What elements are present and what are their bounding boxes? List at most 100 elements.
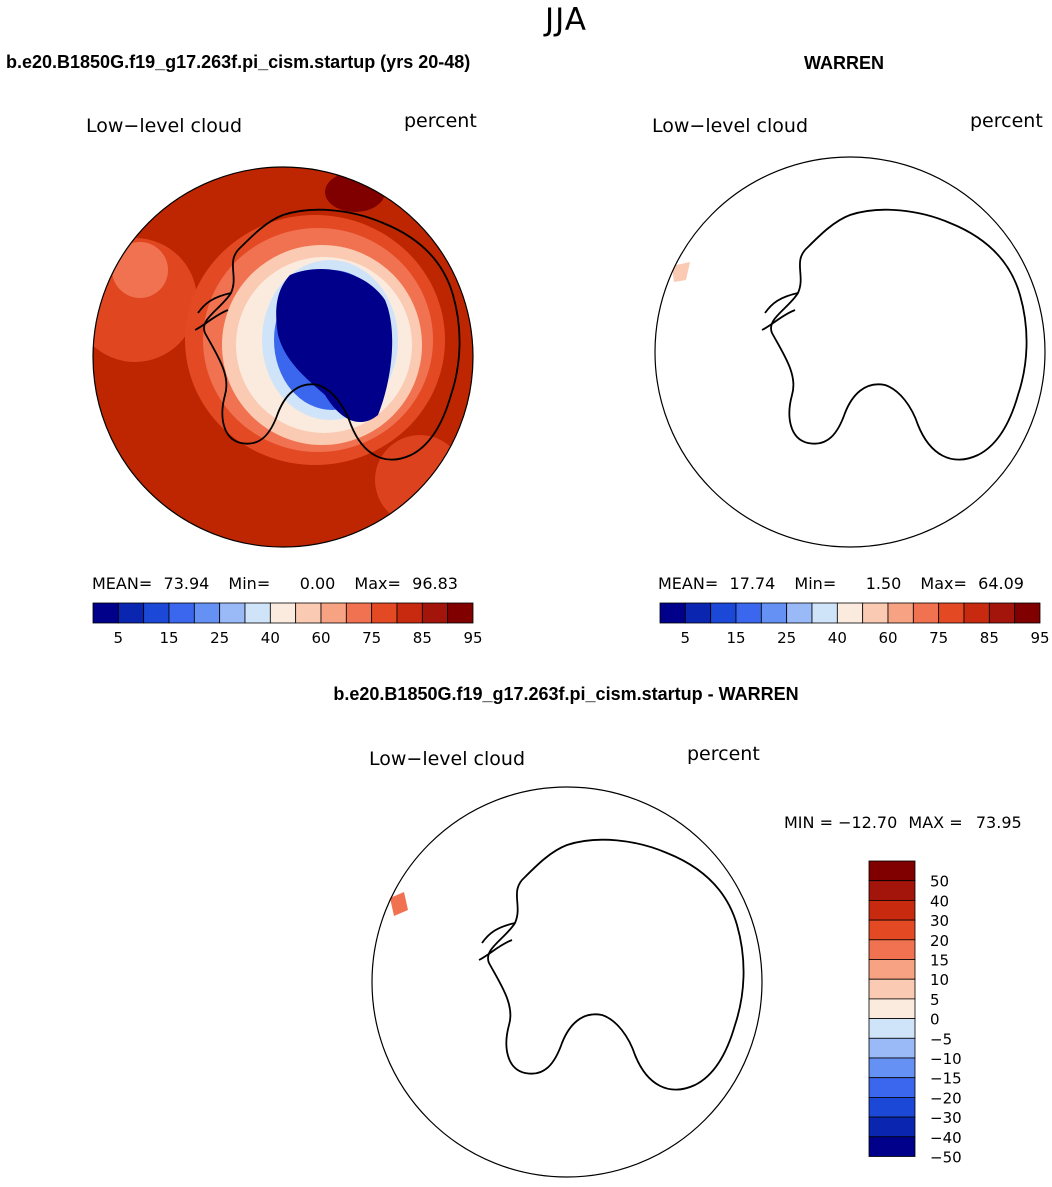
case-min-label: Min= bbox=[228, 574, 271, 593]
diff-colorbar-tick-label: −20 bbox=[930, 1089, 962, 1107]
diff-map bbox=[371, 786, 763, 1178]
diff-colorbar-box-3 bbox=[868, 919, 916, 941]
case-min-value: 0.00 bbox=[299, 574, 336, 593]
case-colorbar-box-9 bbox=[320, 602, 347, 624]
obs-min-value: 1.50 bbox=[865, 574, 902, 593]
case-colorbar-box-1 bbox=[117, 602, 145, 624]
diff-max-value: 73.95 bbox=[975, 813, 1022, 832]
obs-colorbar-box-12 bbox=[963, 602, 990, 624]
diff-colorbar-box-14 bbox=[868, 1136, 916, 1157]
obs-panel-title: WARREN bbox=[804, 53, 884, 73]
obs-max-label: Max= bbox=[920, 574, 967, 593]
diff-colorbar-box-5 bbox=[868, 959, 916, 980]
obs-min-label: Min= bbox=[794, 574, 837, 593]
obs-coastline bbox=[770, 208, 1028, 461]
obs-field-label: Low−level cloud bbox=[652, 115, 809, 137]
case-colorbar-box-10 bbox=[345, 602, 373, 624]
obs-colorbar-box-4 bbox=[760, 602, 788, 624]
case-colorbar-box-6 bbox=[244, 602, 271, 624]
case-mean-label: MEAN= bbox=[92, 574, 153, 593]
case-colorbar-box-8 bbox=[295, 602, 322, 624]
obs-field-patch bbox=[672, 262, 690, 282]
obs-colorbar-box-3 bbox=[735, 602, 762, 624]
diff-colorbar-box-6 bbox=[868, 978, 916, 1000]
case-colorbar: 5 15 25 40 60 75 85 95 bbox=[92, 602, 483, 647]
obs-colorbar-box-8 bbox=[862, 602, 889, 624]
diff-colorbar-box-11 bbox=[868, 1077, 916, 1098]
case-colorbar-box-12 bbox=[396, 602, 423, 624]
obs-max-value: 64.09 bbox=[978, 574, 1024, 593]
obs-colorbar-box-9 bbox=[887, 602, 914, 624]
obs-colorbar-tick-label: 15 bbox=[726, 629, 745, 647]
obs-colorbar-box-6 bbox=[811, 602, 838, 624]
diff-colorbar-box-13 bbox=[868, 1116, 916, 1138]
case-field-plateau bbox=[276, 268, 393, 423]
case-stats: MEAN= 73.94 Min= 0.00 Max= 96.83 bbox=[92, 574, 458, 593]
case-colorbar-box-7 bbox=[269, 602, 297, 624]
diff-colorbar-tick-label: −5 bbox=[930, 1030, 952, 1048]
obs-colorbar-tick-label: 85 bbox=[980, 629, 999, 647]
obs-mean-label: MEAN= bbox=[658, 574, 719, 593]
diff-colorbar-tick-label: 40 bbox=[930, 892, 949, 910]
diff-colorbar-tick-label: 50 bbox=[930, 873, 949, 891]
diff-colorbar-box-8 bbox=[868, 1018, 916, 1039]
diff-colorbar-box-0 bbox=[868, 860, 916, 882]
case-colorbar-box-2 bbox=[143, 602, 170, 624]
obs-peninsula-coast bbox=[761, 292, 799, 331]
case-colorbar-tick-label: 95 bbox=[463, 629, 482, 647]
diff-colorbar-tick-label: −40 bbox=[930, 1129, 962, 1147]
case-colorbar-tick-label: 5 bbox=[114, 629, 124, 647]
obs-colorbar-box-5 bbox=[786, 602, 813, 624]
obs-colorbar-box-0 bbox=[659, 602, 686, 624]
case-field-patch-west-inner bbox=[112, 242, 168, 298]
case-colorbar-box-3 bbox=[168, 602, 195, 624]
obs-stats: MEAN= 17.74 Min= 1.50 Max= 64.09 bbox=[658, 574, 1024, 593]
diff-panel-title: b.e20.B1850G.f19_g17.263f.pi_cism.startu… bbox=[333, 684, 799, 704]
diff-max-label: MAX = bbox=[908, 813, 963, 832]
obs-colorbar-box-11 bbox=[938, 602, 965, 624]
case-colorbar-tick-label: 15 bbox=[159, 629, 178, 647]
diff-colorbar-tick-label: 15 bbox=[930, 952, 949, 970]
diff-colorbar-box-7 bbox=[868, 998, 916, 1020]
obs-colorbar-tick-label: 95 bbox=[1030, 629, 1049, 647]
obs-colorbar-box-14 bbox=[1014, 602, 1041, 624]
diff-colorbar-tick-label: 10 bbox=[930, 971, 949, 989]
obs-colorbar-box-7 bbox=[836, 602, 864, 624]
diff-colorbar-box-10 bbox=[868, 1057, 916, 1079]
case-colorbar-box-5 bbox=[219, 602, 246, 624]
diff-colorbar-tick-label: −10 bbox=[930, 1050, 962, 1068]
case-panel-title: b.e20.B1850G.f19_g17.263f.pi_cism.startu… bbox=[6, 52, 471, 72]
diff-colorbar-tick-label: −15 bbox=[930, 1070, 962, 1088]
obs-colorbar: 5 15 25 40 60 75 85 95 bbox=[659, 602, 1050, 647]
case-map bbox=[92, 166, 474, 548]
diff-field-patch bbox=[390, 892, 408, 916]
diff-min-label: MIN = bbox=[784, 813, 833, 832]
diff-stats: MIN = −12.70 MAX = 73.95 bbox=[784, 813, 1022, 832]
season-title: JJA bbox=[545, 2, 587, 38]
obs-colorbar-box-10 bbox=[912, 602, 940, 624]
obs-units-label: percent bbox=[970, 110, 1043, 132]
obs-map-border bbox=[654, 156, 1046, 548]
obs-colorbar-tick-label: 60 bbox=[878, 629, 897, 647]
obs-map bbox=[654, 156, 1046, 548]
case-colorbar-tick-label: 85 bbox=[413, 629, 432, 647]
case-units-label: percent bbox=[404, 110, 477, 132]
case-colorbar-box-4 bbox=[193, 602, 221, 624]
diff-colorbar-box-2 bbox=[868, 900, 916, 921]
obs-colorbar-box-13 bbox=[988, 602, 1016, 624]
obs-colorbar-box-2 bbox=[710, 602, 737, 624]
case-colorbar-box-0 bbox=[92, 602, 119, 624]
diff-colorbar-box-9 bbox=[868, 1037, 916, 1059]
case-map-border bbox=[92, 166, 474, 548]
case-colorbar-box-14 bbox=[447, 602, 474, 624]
case-mean-value: 73.94 bbox=[163, 574, 210, 593]
case-max-label: Max= bbox=[354, 574, 401, 593]
diff-field-label: Low−level cloud bbox=[369, 748, 526, 770]
diff-units-label: percent bbox=[687, 743, 760, 765]
diff-colorbar-tick-label: 0 bbox=[930, 1011, 940, 1029]
diff-colorbar-box-1 bbox=[868, 880, 916, 901]
case-colorbar-tick-label: 40 bbox=[261, 629, 280, 647]
case-field-label: Low−level cloud bbox=[86, 115, 243, 137]
